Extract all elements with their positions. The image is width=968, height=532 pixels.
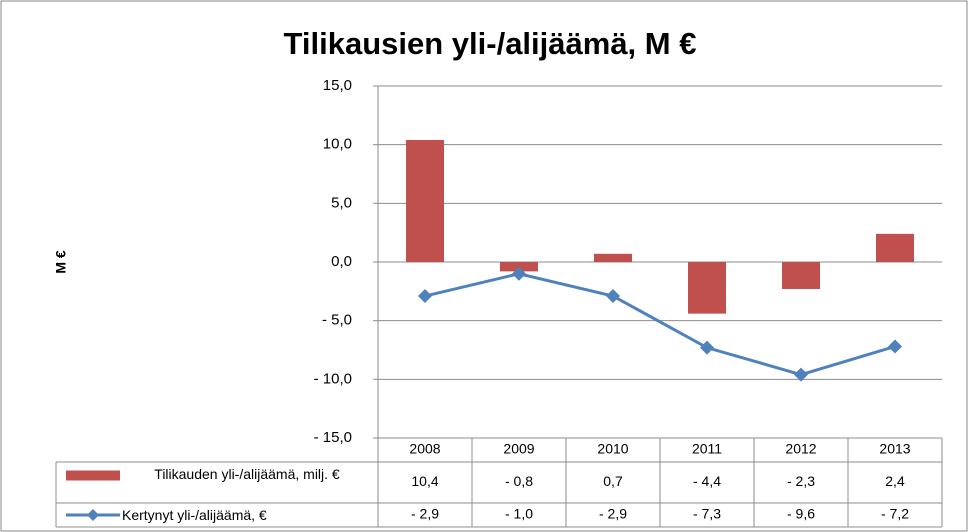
table-value: - 2,9: [411, 506, 439, 522]
y-tick-label: 0,0: [331, 253, 352, 270]
bar: [500, 262, 538, 272]
legend-label: Tilikauden yli-/alijäämä, milj. €: [154, 466, 340, 482]
x-tick-label: 2009: [503, 441, 534, 457]
table-value: 2,4: [885, 473, 905, 489]
table-value: - 9,6: [787, 506, 815, 522]
y-tick-label: 10,0: [323, 136, 352, 153]
marker: [606, 289, 620, 304]
table-value: - 7,2: [881, 506, 909, 522]
bar: [782, 262, 820, 289]
line: [424, 272, 896, 377]
marker: [794, 367, 808, 382]
bar: [688, 262, 726, 314]
table-value: - 2,9: [599, 506, 627, 522]
marker: [888, 339, 902, 354]
legend-key: [87, 509, 99, 521]
y-axis-label: M €: [53, 250, 69, 274]
table-value: - 7,3: [693, 506, 721, 522]
y-tick-label: 5,0: [331, 194, 352, 211]
legend-label: Kertynyt yli-/alijäämä, €: [122, 507, 267, 523]
y-tick-label: - 5,0: [322, 312, 352, 329]
x-tick-label: 2012: [785, 441, 816, 457]
x-tick-label: 2013: [879, 441, 910, 457]
y-tick-label: 15,0: [323, 77, 352, 94]
bar: [406, 139, 444, 262]
x-tick-label: 2011: [692, 441, 722, 457]
x-tick-label: 2008: [409, 441, 440, 457]
chart-title: Tilikausien yli-/alijäämä, M €: [284, 26, 697, 61]
marker: [418, 289, 432, 304]
legend-key: [66, 470, 120, 481]
y-tick-label: - 10,0: [314, 370, 352, 387]
marker: [512, 266, 526, 281]
table-value: - 2,3: [787, 473, 815, 489]
x-tick-label: 2010: [597, 441, 628, 457]
marker: [700, 340, 714, 355]
table-value: 10,4: [411, 473, 438, 489]
y-tick-label: - 15,0: [314, 429, 352, 446]
table-value: - 1,0: [505, 506, 533, 522]
bar: [876, 233, 914, 262]
table-value: 0,7: [603, 473, 623, 489]
table-value: - 0,8: [505, 473, 533, 489]
table-value: - 4,4: [693, 473, 721, 489]
bar: [594, 253, 632, 262]
